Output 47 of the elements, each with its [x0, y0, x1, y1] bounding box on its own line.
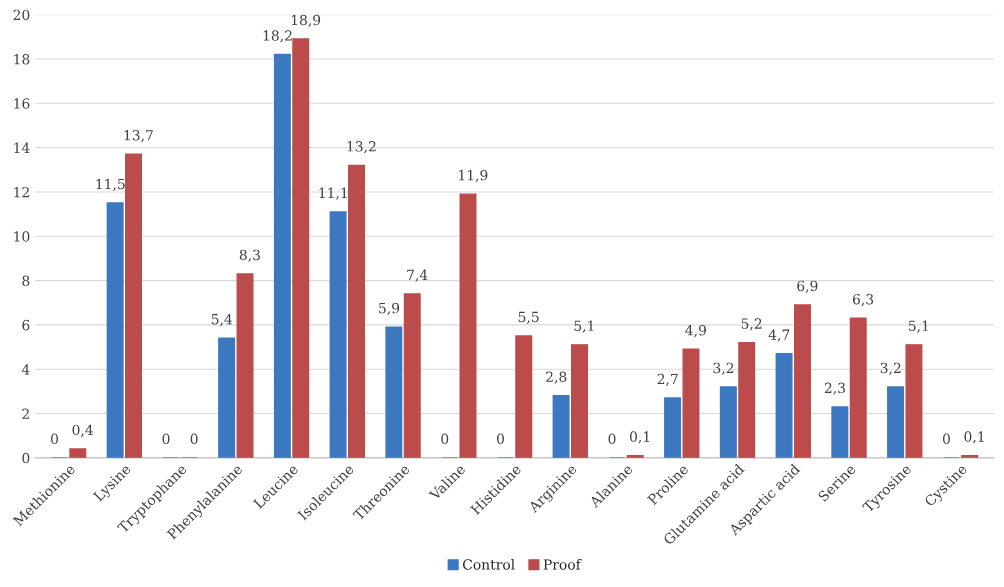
legend-label: Control	[462, 559, 515, 570]
data-label: 0,1	[964, 431, 984, 444]
y-tick-label: 6	[22, 319, 30, 331]
y-tick-label: 2	[22, 408, 29, 419]
data-label: 11,5	[96, 178, 125, 191]
data-label: 13,2	[347, 141, 376, 154]
data-label: 2,7	[657, 373, 678, 386]
y-tick-label: 4	[21, 364, 30, 375]
data-label: 8,3	[239, 249, 260, 262]
y-tick-label: 18	[14, 53, 30, 65]
data-label: 4,7	[768, 329, 790, 342]
data-label: 18,9	[291, 14, 321, 27]
legend-label: Proof	[543, 559, 582, 570]
data-label: 6,9	[797, 280, 818, 293]
data-label: 6,3	[852, 293, 874, 307]
data-label: 5,1	[908, 320, 928, 333]
data-label: 0	[51, 433, 59, 445]
y-tick-label: 0	[22, 452, 30, 464]
data-label: 18,2	[263, 30, 292, 43]
y-tick-label: 14	[14, 142, 30, 153]
data-label: 0	[608, 433, 616, 445]
data-label: 3,2	[713, 362, 734, 375]
y-tick-label: 20	[13, 9, 30, 21]
data-label: 5,9	[379, 302, 400, 316]
y-tick-label: 12	[14, 186, 29, 198]
data-label: 5,4	[211, 313, 233, 327]
data-label: 4,9	[685, 324, 706, 338]
y-tick-label: 8	[22, 275, 30, 287]
data-label: 5,5	[518, 311, 539, 324]
data-label: 0	[190, 433, 198, 445]
data-label: 0	[162, 433, 170, 445]
data-label: 2,8	[546, 371, 567, 384]
data-label: 0,4	[72, 424, 93, 437]
data-label: 7,4	[407, 269, 428, 282]
y-tick-label: 16	[14, 98, 30, 109]
data-label: 5,2	[741, 318, 762, 331]
data-label: 2,3	[824, 382, 845, 395]
data-label: 11,1	[319, 187, 347, 200]
data-label: 3,2	[880, 362, 901, 375]
y-tick-label: 10	[14, 231, 30, 242]
data-label: 0,1	[629, 431, 650, 444]
data-label: 5,1	[574, 320, 594, 333]
data-label: 13,7	[124, 129, 153, 143]
data-label: 0	[441, 433, 449, 445]
data-label: 11,9	[459, 169, 488, 183]
data-label: 0	[496, 433, 504, 445]
data-label: 0	[942, 433, 950, 445]
